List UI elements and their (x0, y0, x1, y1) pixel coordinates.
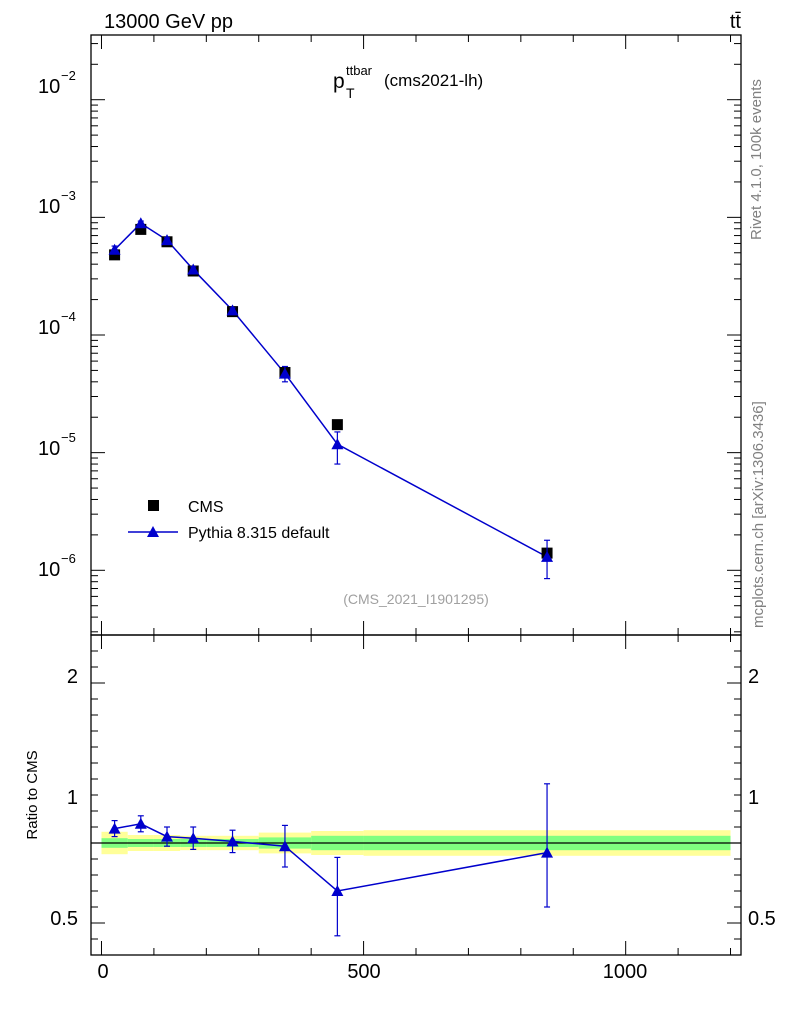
ratio-point (108, 822, 121, 834)
pythia-point (541, 550, 554, 562)
ratio-y-tick-2-right: 2 (748, 666, 759, 688)
ratio-y-tick-labels: 0.5 1 2 0.5 1 2 (50, 666, 776, 930)
y-tick-base: 10 (38, 196, 60, 218)
cms-point (331, 419, 343, 431)
y-tick-exp: −3 (61, 188, 76, 203)
ratio-y-tick-0.5-left: 0.5 (50, 908, 78, 930)
header-right: tt̄ (730, 11, 742, 33)
ratio-y-tick-0.5-right: 0.5 (748, 908, 776, 930)
main-frame (90, 34, 742, 636)
title-main: p (333, 70, 345, 93)
pythia-point (108, 243, 121, 255)
axes (90, 34, 742, 956)
main-plot-marks (108, 217, 554, 580)
ratio-point (187, 832, 200, 844)
header-left: 13000 GeV pp (104, 11, 233, 33)
legend-label-pythia: Pythia 8.315 default (188, 525, 330, 542)
y-tick-exp: −5 (61, 430, 76, 445)
y-tick-exp: −4 (61, 309, 76, 324)
pythia-point (331, 438, 344, 450)
x-tick-1000: 1000 (603, 961, 648, 983)
side-label-top: Rivet 4.1.0, 100k events (748, 79, 765, 240)
title-sup: ttbar (346, 63, 373, 78)
ratio-x-tick-labels: 0 500 1000 (97, 961, 647, 983)
legend-marker-cms (148, 500, 159, 511)
y-tick-base: 10 (38, 438, 60, 460)
title-sub: T (346, 85, 355, 101)
ratio-y-axis-label: Ratio to CMS (24, 750, 41, 839)
ratio-point (541, 846, 554, 858)
y-tick-exp: −6 (61, 551, 76, 566)
y-tick-label-1e-2: 10 −2 (38, 68, 76, 98)
legend: CMS Pythia 8.315 default (128, 499, 330, 542)
pythia-point (278, 367, 291, 379)
y-tick-label-1e-6: 10 −6 (38, 551, 76, 581)
pythia-point (134, 217, 147, 229)
y-tick-label-1e-3: 10 −3 (38, 188, 76, 218)
x-tick-0: 0 (97, 961, 108, 983)
y-tick-label-1e-4: 10 −4 (38, 309, 76, 339)
main-y-tick-labels: 10 −2 10 −3 10 −4 10 −5 10 −6 (38, 68, 76, 581)
legend-marker-pythia (147, 526, 159, 537)
pythia-point (161, 234, 174, 246)
y-tick-base: 10 (38, 559, 60, 581)
y-tick-base: 10 (38, 317, 60, 339)
ratio-plot-marks (108, 783, 554, 937)
side-label-bottom: mcplots.cern.ch [arXiv:1306.3436] (750, 401, 767, 628)
ratio-point (278, 840, 291, 852)
ratio-y-tick-1-right: 1 (748, 787, 759, 809)
pythia-point (226, 304, 239, 316)
y-tick-label-1e-5: 10 −5 (38, 430, 76, 460)
x-tick-500: 500 (347, 961, 380, 983)
pythia-point (187, 263, 200, 275)
watermark: (CMS_2021_I1901295) (343, 591, 489, 607)
ratio-frame (90, 634, 742, 956)
ratio-point (161, 830, 174, 842)
ratio-y-tick-2-left: 2 (67, 666, 78, 688)
ratio-point (134, 817, 147, 829)
ratio-point (331, 885, 344, 896)
legend-label-cms: CMS (188, 499, 224, 516)
cms-point (135, 223, 147, 235)
pythia-line (114, 222, 548, 558)
y-tick-base: 10 (38, 76, 60, 98)
title-rest: (cms2021-lh) (384, 71, 483, 90)
cms-point (109, 249, 121, 261)
ratio-y-tick-1-left: 1 (67, 787, 78, 809)
ratio-point (226, 835, 239, 847)
y-tick-exp: −2 (61, 68, 76, 83)
